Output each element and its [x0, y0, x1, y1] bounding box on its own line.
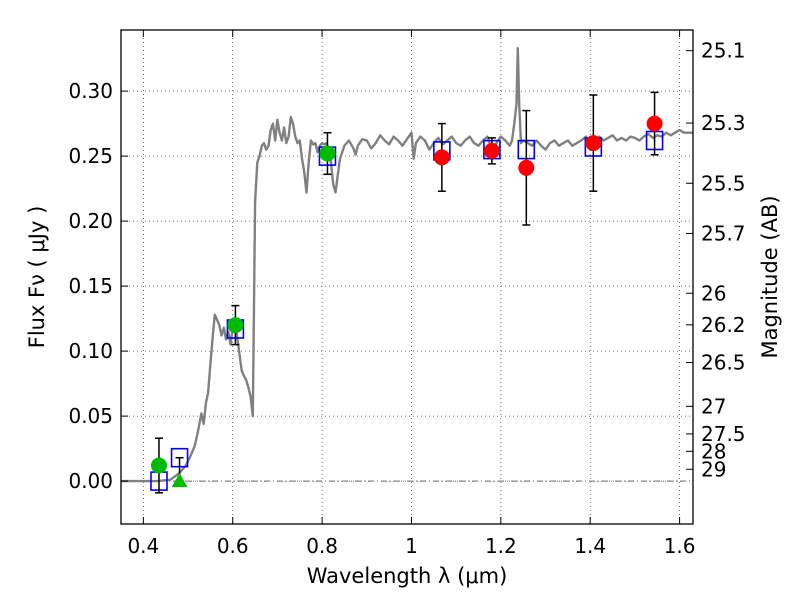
magnitude-tick-label: 26.2: [701, 313, 746, 337]
magnitude-tick-label: 28: [701, 439, 726, 463]
data-point-circle: [433, 149, 450, 166]
y-tick-label: 0.20: [68, 209, 113, 233]
magnitude-tick-label: 29: [701, 457, 726, 481]
x-tick-label: 1.6: [664, 534, 696, 558]
data-point-circle: [518, 159, 535, 176]
plot-frame: [120, 29, 694, 525]
magnitude-tick-label: 27: [701, 394, 726, 418]
magnitude-tick-label: 26.5: [701, 351, 746, 375]
y-axis-right-title: Magnitude (AB): [758, 195, 782, 358]
magnitude-tick-label: 25.7: [701, 221, 746, 245]
grid: [121, 30, 693, 524]
series-near-IR-detections: [433, 91, 663, 226]
plot-area: [121, 47, 693, 494]
x-tick-label: 0.6: [217, 534, 249, 558]
data-point-circle: [585, 135, 602, 152]
data-point-circle: [483, 142, 500, 159]
series-model-SED: [121, 47, 693, 483]
data-point-circle: [319, 145, 336, 162]
data-point-circle: [227, 317, 244, 334]
series-optical-upper-limit: [171, 456, 188, 488]
y-axis-title: Flux Fν ( μJy ): [25, 206, 49, 349]
x-tick-label: 1: [405, 534, 418, 558]
x-tick-label: 1.2: [485, 534, 517, 558]
magnitude-tick-label: 26: [701, 281, 726, 305]
x-axis-title: Wavelength λ (μm): [307, 564, 508, 588]
series-optical-detections: [150, 131, 336, 494]
data-point-circle: [646, 115, 663, 132]
x-tick-label: 0.8: [306, 534, 338, 558]
upper-limit-triangle: [171, 473, 188, 488]
x-tick-label: 1.4: [574, 534, 606, 558]
magnitude-tick-label: 25.3: [701, 111, 746, 135]
y-tick-label: 0.00: [68, 469, 113, 493]
ticks: 0.4 0.6 0.8 1 1.2 1.4 1.6 0.00 0.05 0.10 0.15 0.20 0…: [68, 30, 746, 558]
sed-line: [121, 47, 693, 483]
y-tick-label: 0.25: [68, 144, 113, 168]
series-model-photometry: [150, 130, 664, 491]
magnitude-tick-label: 25.5: [701, 171, 746, 195]
data-point-circle: [150, 457, 167, 474]
y-tick-label: 0.05: [68, 404, 113, 428]
magnitude-tick-label: 25.1: [701, 39, 746, 63]
x-tick-label: 0.4: [127, 534, 159, 558]
magnitude-tick-label: 27.5: [701, 422, 746, 446]
y-tick-label: 0.15: [68, 274, 113, 298]
y-tick-label: 0.10: [68, 339, 113, 363]
y-tick-label: 0.30: [68, 79, 113, 103]
